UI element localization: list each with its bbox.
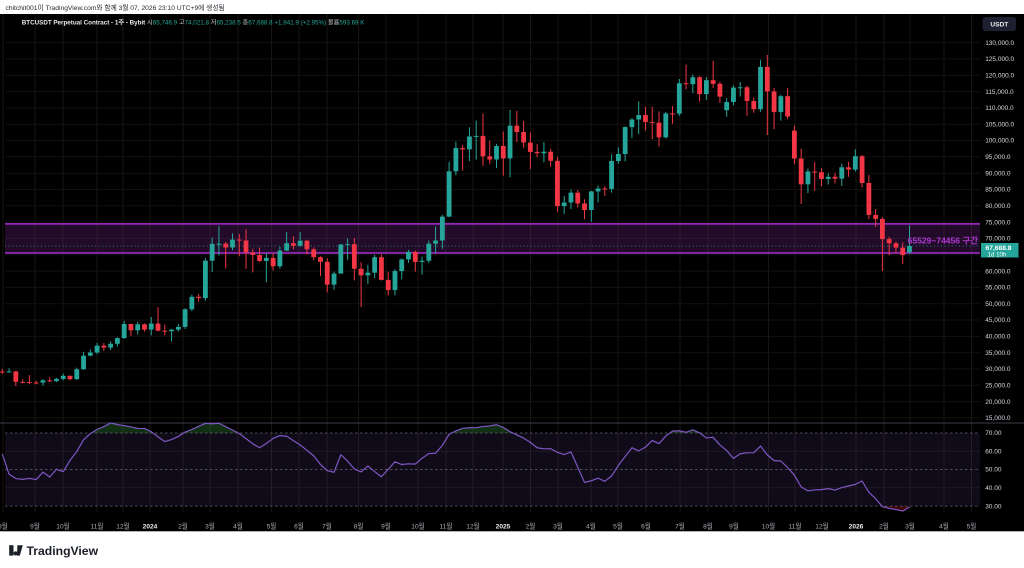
svg-text:5월: 5월 [613, 522, 623, 531]
svg-text:50,000.0: 50,000.0 [985, 301, 1011, 308]
svg-text:130,000.0: 130,000.0 [985, 40, 1014, 47]
svg-text:100,000.0: 100,000.0 [985, 138, 1014, 145]
svg-text:110,000.0: 110,000.0 [985, 105, 1014, 112]
svg-text:35,000.0: 35,000.0 [985, 350, 1011, 357]
svg-text:2월: 2월 [879, 522, 889, 531]
svg-text:3월: 3월 [205, 522, 215, 531]
svg-text:3월: 3월 [553, 522, 563, 531]
svg-text:125,000.0: 125,000.0 [985, 56, 1014, 63]
svg-text:75,000.0: 75,000.0 [985, 219, 1011, 226]
svg-text:4월: 4월 [586, 522, 596, 531]
svg-text:2026: 2026 [849, 524, 864, 531]
svg-text:USDT: USDT [990, 22, 1008, 29]
svg-text:9월: 9월 [381, 522, 391, 531]
svg-text:85,000.0: 85,000.0 [985, 187, 1011, 194]
svg-text:12월: 12월 [466, 522, 479, 531]
svg-text:60,000.0: 60,000.0 [985, 268, 1011, 275]
svg-text:TradingView: TradingView [27, 544, 99, 558]
svg-text:11월: 11월 [91, 522, 104, 531]
svg-text:4월: 4월 [233, 522, 243, 531]
svg-text:12월: 12월 [116, 522, 129, 531]
svg-text:10월: 10월 [762, 522, 775, 531]
svg-text:9월: 9월 [729, 522, 739, 531]
svg-text:8월: 8월 [354, 522, 364, 531]
svg-text:105,000.0: 105,000.0 [985, 121, 1014, 128]
svg-text:3월: 3월 [905, 522, 915, 531]
svg-text:BTCUSDT Perpetual Contract - 1: BTCUSDT Perpetual Contract - 1주 - Bybit … [22, 17, 365, 26]
svg-text:12월: 12월 [815, 522, 828, 531]
svg-text:70,000.0: 70,000.0 [985, 236, 1011, 243]
svg-text:115,000.0: 115,000.0 [985, 89, 1014, 96]
svg-text:5월: 5월 [967, 522, 977, 531]
svg-text:1d 10h: 1d 10h [988, 251, 1007, 258]
svg-text:55,000.0: 55,000.0 [985, 285, 1011, 292]
svg-text:2024: 2024 [143, 524, 158, 531]
svg-text:7월: 7월 [322, 522, 332, 531]
svg-text:60.00: 60.00 [985, 449, 1002, 456]
svg-text:45,000.0: 45,000.0 [985, 317, 1011, 324]
svg-text:25,000.0: 25,000.0 [985, 383, 1011, 390]
svg-text:2025: 2025 [496, 524, 511, 531]
svg-text:40.00: 40.00 [985, 485, 1002, 492]
svg-text:11월: 11월 [440, 522, 453, 531]
svg-text:70.00: 70.00 [985, 430, 1002, 437]
svg-text:chitchit001이 TradingView.com와: chitchit001이 TradingView.com와 함께 3월 07, … [6, 3, 225, 12]
svg-text:90,000.0: 90,000.0 [985, 170, 1011, 177]
svg-text:2월: 2월 [178, 522, 188, 531]
svg-text:6월: 6월 [294, 522, 304, 531]
svg-text:40,000.0: 40,000.0 [985, 334, 1011, 341]
svg-text:11월: 11월 [789, 522, 802, 531]
svg-text:6월: 6월 [641, 522, 651, 531]
svg-text:65529~74456 구간: 65529~74456 구간 [908, 236, 978, 246]
svg-text:5월: 5월 [267, 522, 277, 531]
svg-text:7월: 7월 [675, 522, 685, 531]
svg-text:9월: 9월 [30, 522, 40, 531]
svg-text:15,000.0: 15,000.0 [985, 415, 1011, 422]
svg-text:4월: 4월 [939, 522, 949, 531]
svg-text:80,000.0: 80,000.0 [985, 203, 1011, 210]
svg-text:30.00: 30.00 [985, 503, 1002, 510]
svg-text:95,000.0: 95,000.0 [985, 154, 1011, 161]
svg-text:30,000.0: 30,000.0 [985, 366, 1011, 373]
svg-text:10월: 10월 [56, 522, 69, 531]
svg-text:67,688.8: 67,688.8 [986, 245, 1012, 252]
svg-text:20,000.0: 20,000.0 [985, 399, 1011, 406]
svg-text:8월: 8월 [703, 522, 713, 531]
svg-text:10월: 10월 [411, 522, 424, 531]
svg-text:2월: 2월 [526, 522, 536, 531]
svg-text:50.00: 50.00 [985, 467, 1002, 474]
svg-text:8월: 8월 [0, 522, 8, 531]
svg-text:120,000.0: 120,000.0 [985, 72, 1014, 79]
